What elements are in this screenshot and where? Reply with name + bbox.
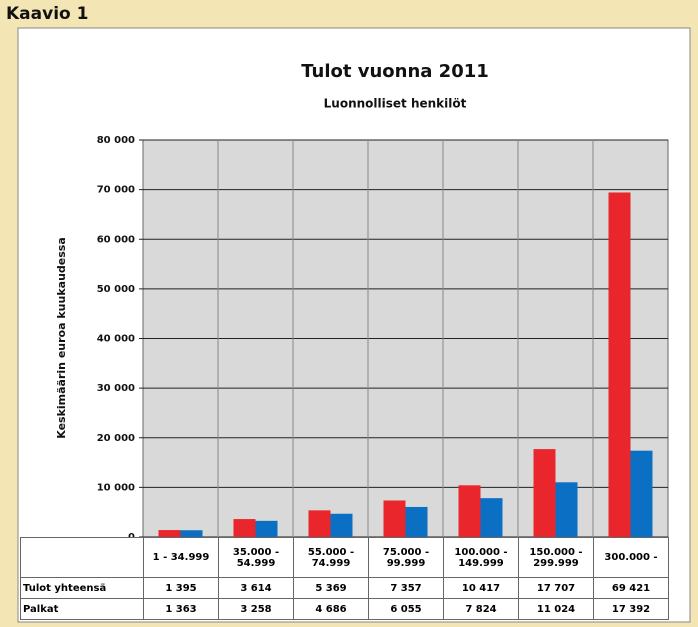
bar — [458, 485, 481, 537]
category-label: 100.000 - 149.999 — [443, 537, 519, 578]
bar — [608, 192, 631, 537]
y-tick-label: 70 000 — [97, 185, 135, 196]
y-tick-label: 60 000 — [97, 234, 135, 245]
bar — [630, 450, 653, 537]
table-row: Palkat 1 363 3 258 4 686 6 055 7 824 11 024 17 … — [20, 598, 669, 620]
y-tick-label: 80 000 — [97, 135, 135, 146]
value-label: 17 392 — [593, 598, 669, 620]
y-tick-label: 10 000 — [97, 482, 135, 493]
bar — [555, 482, 578, 537]
bar — [480, 498, 503, 537]
value-label: 1 395 — [143, 577, 219, 599]
value-label: 7 357 — [368, 577, 444, 599]
category-label: 150.000 - 299.999 — [518, 537, 594, 578]
value-label: 11 024 — [518, 598, 594, 620]
value-label: 10 417 — [443, 577, 519, 599]
header: Kaavio 1 — [6, 4, 88, 24]
y-tick-label: 30 000 — [97, 383, 135, 394]
chart-subtitle: Luonnolliset henkilöt — [324, 97, 467, 111]
y-tick-label: 40 000 — [97, 334, 135, 345]
data-table: 1 - 34.999 35.000 - 54.999 55.000 - 74.999… — [20, 537, 669, 620]
y-tick-label: 50 000 — [97, 284, 135, 295]
category-label: 55.000 - 74.999 — [293, 537, 369, 578]
category-label: 35.000 - 54.999 — [218, 537, 294, 578]
bar — [330, 513, 353, 537]
value-label: 6 055 — [368, 598, 444, 620]
bar — [405, 506, 428, 537]
category-label: 75.000 - 99.999 — [368, 537, 444, 578]
value-label: 3 614 — [218, 577, 294, 599]
y-axis-label: Keskimäärin euroa kuukaudessa — [55, 237, 68, 439]
table-row: Tulot yhteensä 1 395 3 614 5 369 7 357 10 417… — [20, 577, 669, 599]
category-label: 1 - 34.999 — [143, 537, 219, 578]
value-label: 7 824 — [443, 598, 519, 620]
legend-entry: Palkat — [20, 598, 144, 620]
bar — [533, 449, 556, 537]
table-row: 1 - 34.999 35.000 - 54.999 55.000 - 74.999… — [20, 537, 669, 578]
legend-entry: Tulot yhteensä — [20, 577, 144, 599]
value-label: 4 686 — [293, 598, 369, 620]
bar — [233, 519, 256, 537]
value-label: 3 258 — [218, 598, 294, 620]
chart-title: Tulot vuonna 2011 — [301, 61, 489, 82]
y-tick-label: 20 000 — [97, 433, 135, 444]
bar — [383, 500, 406, 537]
value-label: 69 421 — [593, 577, 669, 599]
table-corner — [20, 537, 144, 578]
bar — [158, 530, 181, 537]
bar — [180, 530, 203, 537]
bar — [308, 510, 331, 537]
bar — [255, 520, 278, 537]
value-label: 1 363 — [143, 598, 219, 620]
category-label: 300.000 - — [593, 537, 669, 578]
value-label: 5 369 — [293, 577, 369, 599]
value-label: 17 707 — [518, 577, 594, 599]
